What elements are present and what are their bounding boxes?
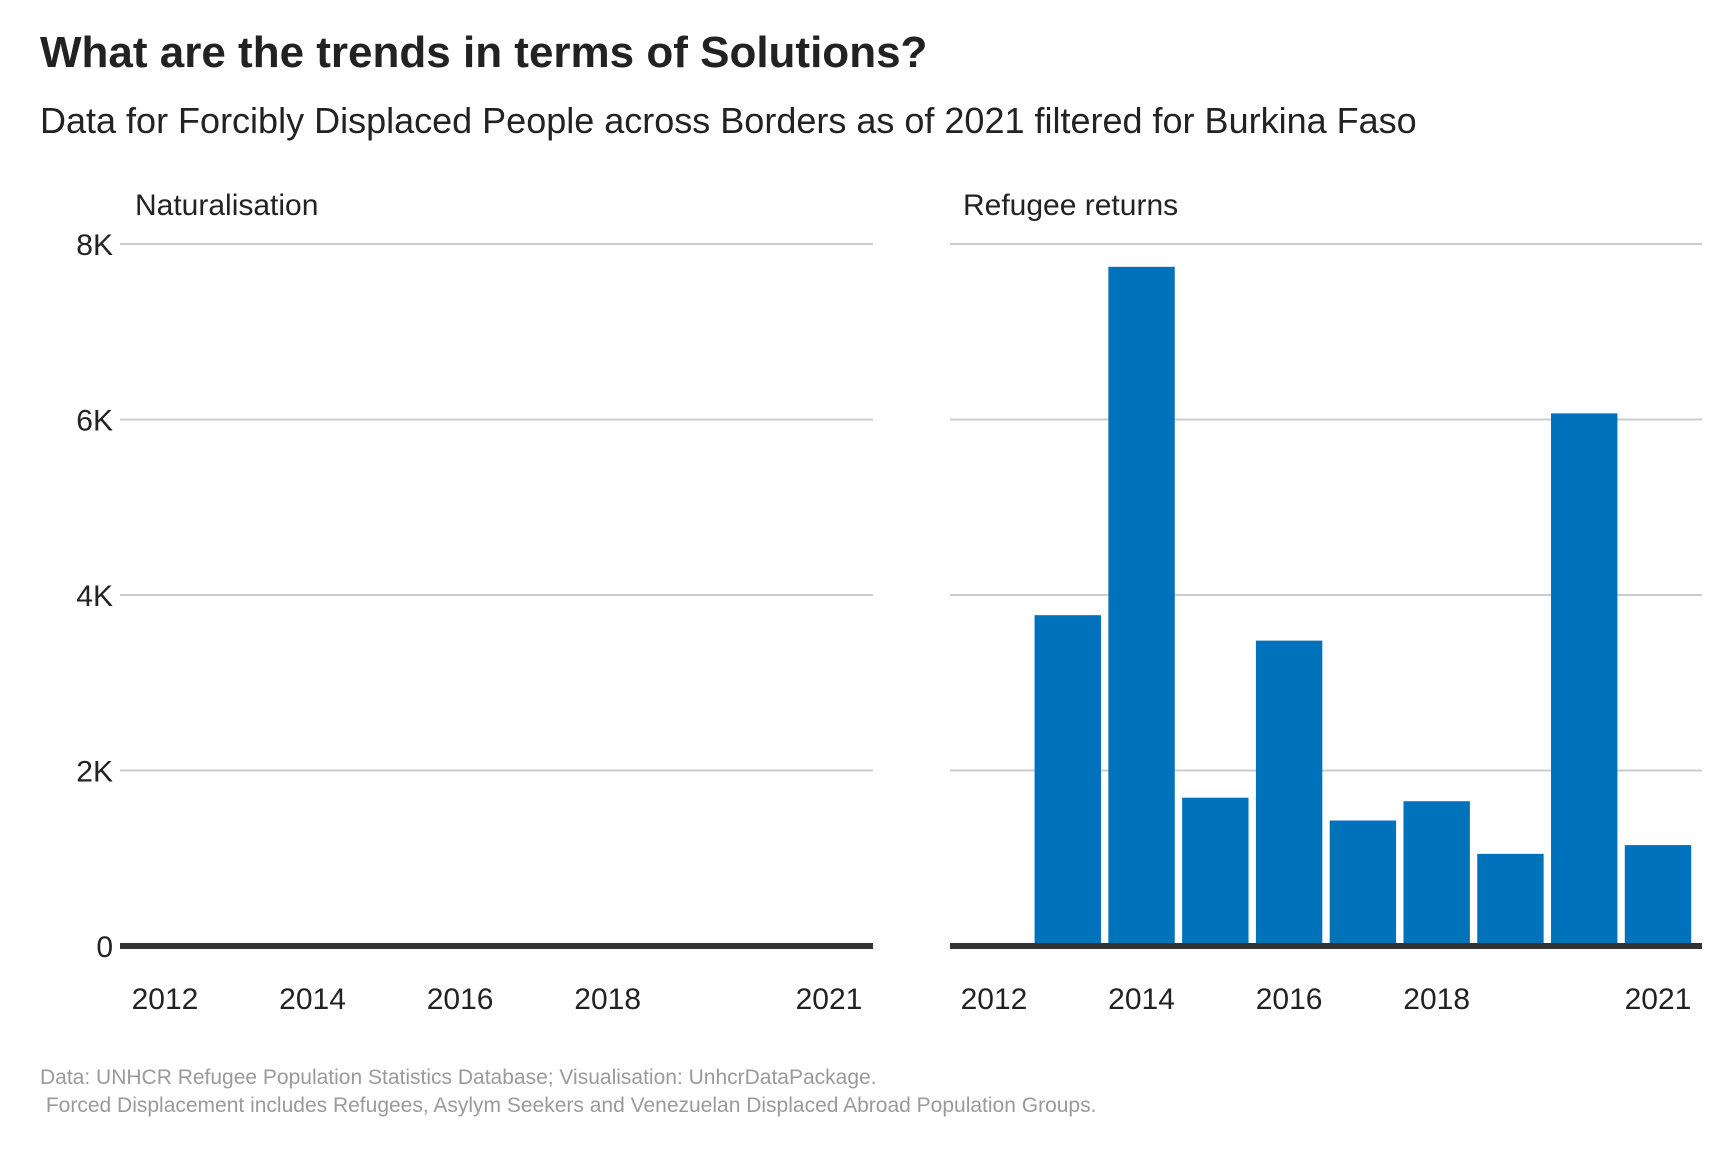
- x-tick-label: 2014: [1108, 983, 1175, 1016]
- caption-line-2: Forced Displacement includes Refugees, A…: [40, 1094, 1097, 1117]
- y-tick-label: 4K: [76, 580, 113, 613]
- x-tick-label: 2021: [1625, 983, 1692, 1016]
- bar-2014: [1108, 266, 1175, 946]
- chart-caption: Data: UNHCR Refugee Population Statistic…: [40, 1064, 1096, 1120]
- x-tick-label: 2012: [132, 983, 199, 1016]
- x-tick-label: 2014: [279, 983, 346, 1016]
- panel-title-naturalisation: Naturalisation: [135, 189, 318, 222]
- y-tick-label: 8K: [76, 229, 113, 262]
- panel-naturalisation: Naturalisation 0 2K 4K 6K 8K 2012 2014 2016 201…: [76, 189, 873, 1016]
- x-tick-label: 2016: [427, 983, 494, 1016]
- y-tick-label: 0: [96, 931, 113, 964]
- x-tick-label: 2018: [1403, 983, 1470, 1016]
- chart-title: What are the trends in terms of Solution…: [40, 28, 928, 77]
- bar-2013: [1034, 615, 1101, 946]
- panel-title-refugee-returns: Refugee returns: [963, 189, 1178, 222]
- bar-2017: [1329, 820, 1397, 946]
- x-tick-label: 2016: [1256, 983, 1323, 1016]
- chart-subtitle: Data for Forcibly Displaced People acros…: [40, 100, 1417, 141]
- x-tick-label: 2021: [796, 983, 863, 1016]
- y-tick-label: 2K: [76, 756, 113, 789]
- bar-2020: [1551, 413, 1618, 946]
- caption-line-1: Data: UNHCR Refugee Population Statistic…: [40, 1066, 877, 1089]
- bar-2015: [1182, 797, 1249, 946]
- x-tick-label: 2018: [574, 983, 641, 1016]
- bar-2019: [1477, 853, 1544, 946]
- bar-2016: [1255, 640, 1323, 946]
- y-tick-label: 6K: [76, 405, 113, 438]
- bar-2021: [1624, 845, 1692, 946]
- x-tick-label: 2012: [961, 983, 1028, 1016]
- panel-refugee-returns: Refugee returns 2012 2014 2016 2018 2021: [950, 189, 1702, 1016]
- bar-2018: [1403, 801, 1470, 946]
